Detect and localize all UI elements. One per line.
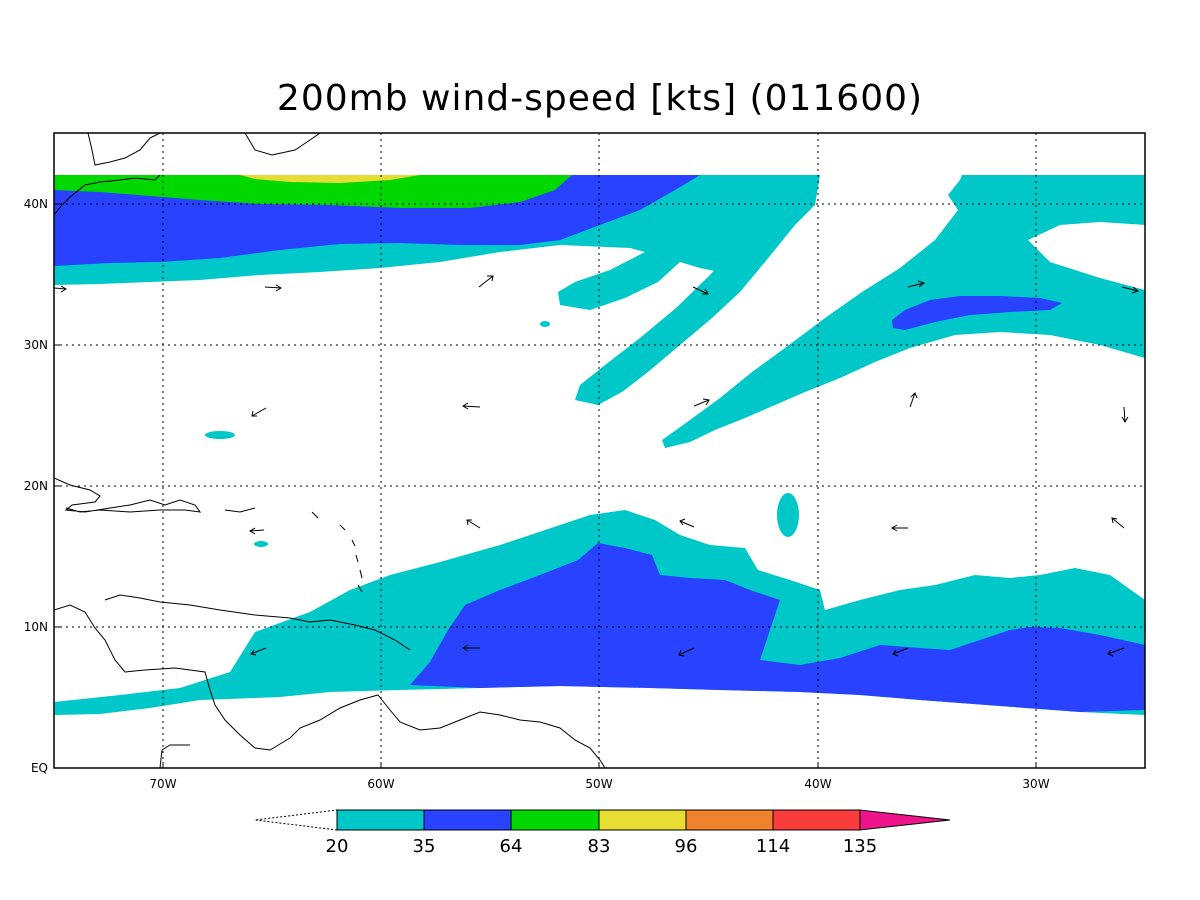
wind-arrow <box>679 518 695 528</box>
wind-arrow <box>1111 517 1125 529</box>
north-america-coast <box>54 133 321 216</box>
wind-arrow <box>1121 286 1140 294</box>
lat-label-eq: EQ <box>31 761 48 775</box>
colorbar-segment-35-64 <box>423 809 512 831</box>
shade-yellow <box>240 175 420 183</box>
south-america-coast <box>54 604 606 768</box>
wind-arrow <box>251 407 267 417</box>
wind-arrow <box>1121 406 1129 423</box>
lesser-antilles <box>224 507 363 593</box>
lat-label-30n: 30N <box>24 338 48 352</box>
wind-arrow <box>892 647 909 657</box>
lat-label-20n: 20N <box>24 479 48 493</box>
wind-arrow <box>693 398 710 407</box>
colorbar-max-triangle <box>859 809 951 831</box>
lat-label-40n: 40N <box>24 197 48 211</box>
colorbar-segment-96-114 <box>685 809 774 831</box>
wind-arrow <box>891 524 908 532</box>
wind-arrow <box>264 284 282 292</box>
graticule <box>54 133 1145 768</box>
wind-arrow <box>462 644 480 652</box>
colorbar-tick-135: 135 <box>843 836 877 857</box>
lat-label-10n: 10N <box>24 620 48 634</box>
wind-arrow <box>678 647 695 657</box>
wind-arrow <box>250 647 267 656</box>
colorbar-tick-64: 64 <box>500 836 523 857</box>
wind-arrow <box>1107 647 1125 657</box>
shade-cyan-patch-4 <box>254 541 268 547</box>
venezuela-coast <box>104 594 411 651</box>
map-title: 200mb wind-speed [kts] (011600) <box>276 78 924 119</box>
colorbar-segment-114-135 <box>772 809 861 831</box>
shading-layer <box>54 175 1145 715</box>
colorbar-tick-35: 35 <box>413 836 436 857</box>
colorbar-segment-83-96 <box>598 809 687 831</box>
wind-arrow <box>692 286 709 295</box>
shade-blue-south-band <box>410 543 1145 712</box>
lon-label-40w: 40W <box>804 777 831 791</box>
wind-arrow <box>249 527 265 535</box>
shade-cyan-streak-west <box>575 175 820 405</box>
wind-arrow <box>466 519 481 529</box>
axis-ticks <box>54 203 1037 768</box>
colorbar-segment-64-83 <box>510 809 600 831</box>
colorbar: 20 35 64 83 96 114 135 <box>254 809 951 857</box>
colorbar-tick-83: 83 <box>588 836 611 857</box>
wind-arrow <box>907 280 926 288</box>
wind-arrow <box>909 392 918 408</box>
shade-blue-blob <box>892 296 1062 330</box>
wind-arrow <box>54 285 67 293</box>
colorbar-tick-114: 114 <box>756 836 790 857</box>
colorbar-tick-20: 20 <box>326 836 349 857</box>
colorbar-tick-96: 96 <box>675 836 698 857</box>
lon-label-30w: 30W <box>1022 777 1049 791</box>
lon-label-50w: 50W <box>585 777 612 791</box>
shade-green <box>54 175 572 208</box>
coastlines <box>54 133 606 768</box>
wind-arrow <box>478 275 494 288</box>
shade-cyan-patch-2 <box>540 321 550 327</box>
lon-label-70w: 70W <box>149 777 176 791</box>
wind-arrow <box>462 402 481 410</box>
shade-cyan-patch-3 <box>777 493 799 537</box>
cuba-hispaniola <box>54 477 202 513</box>
colorbar-segment-20-35 <box>336 809 425 831</box>
lon-label-60w: 60W <box>367 777 394 791</box>
shade-cyan-patch-1 <box>205 431 235 439</box>
colorbar-min-triangle <box>254 809 338 831</box>
wind-vectors <box>54 275 1140 657</box>
